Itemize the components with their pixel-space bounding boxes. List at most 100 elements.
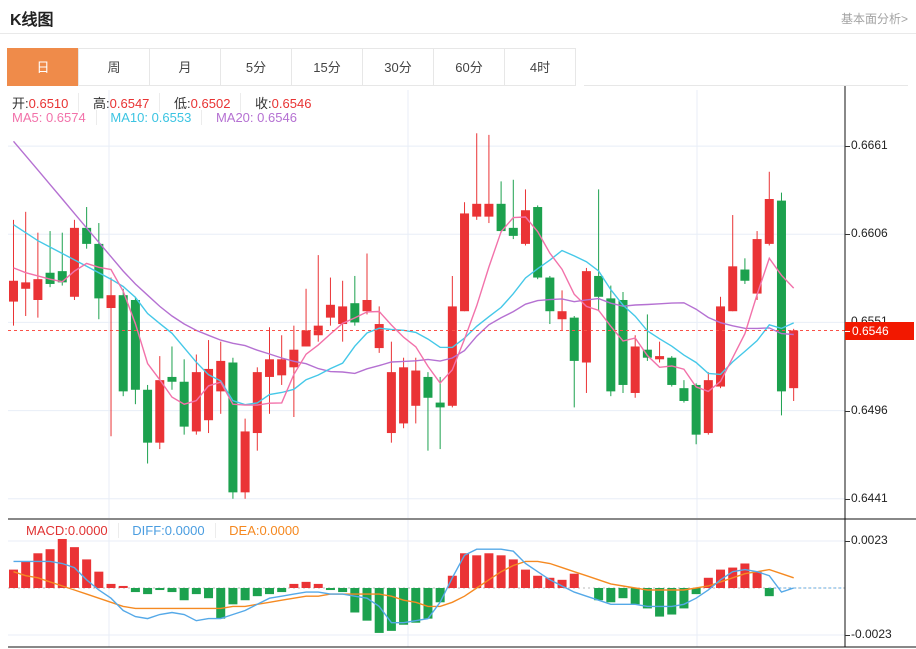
macd-histogram-bar: [33, 553, 43, 588]
macd-axis-label: -0.0023: [851, 626, 892, 641]
candle-body: [520, 210, 530, 244]
macd-histogram-bar: [155, 587, 165, 591]
candle-body: [362, 299, 372, 312]
candle-body: [118, 295, 128, 392]
candle-body: [9, 280, 18, 302]
macd-histogram-bar: [374, 587, 384, 633]
ma10-legend: MA10: 0.6553: [108, 110, 203, 125]
macd-histogram-bar: [204, 587, 214, 599]
macd-histogram-bar: [764, 587, 774, 597]
candle-body: [228, 362, 238, 493]
macd-histogram-bar: [240, 587, 250, 601]
fundamental-analysis-link[interactable]: 基本面分析>: [840, 12, 908, 26]
macd-axis-label: 0.0023: [851, 533, 888, 548]
macd-histogram-bar: [21, 561, 31, 588]
candle-body: [716, 306, 726, 387]
candle-body: [691, 384, 701, 435]
macd-histogram-bar: [691, 587, 701, 595]
ohlc-close: 收:0.6546: [255, 96, 312, 111]
ma5-line: [13, 216, 795, 406]
price-axis-label: 0.6606: [851, 226, 888, 241]
axis-tick-mark: [845, 410, 850, 412]
macd-histogram-bar: [411, 587, 421, 623]
macd-histogram-bar: [716, 569, 726, 588]
candle-body: [545, 277, 555, 312]
macd-histogram-bar: [191, 587, 201, 595]
candle-body: [313, 325, 323, 336]
ma10-line: [13, 224, 794, 406]
macd-histogram-bar: [362, 587, 372, 621]
ohlc-open: 开:0.6510: [10, 93, 80, 112]
tab-month[interactable]: 月: [149, 48, 221, 86]
macd-histogram-bar: [325, 587, 335, 591]
axis-tick-mark: [845, 234, 850, 236]
macd-histogram-bar: [130, 587, 140, 593]
candle-body: [630, 346, 640, 393]
header-divider: [0, 33, 916, 34]
candle-body: [143, 389, 153, 443]
price-axis-label: 0.6441: [851, 490, 888, 505]
ohlc-low: 低:0.6502: [172, 93, 242, 112]
candle-body: [447, 306, 457, 406]
macd-histogram-bar: [642, 587, 652, 609]
candle-body: [191, 372, 201, 432]
candle-body: [264, 359, 274, 377]
candle-body: [703, 380, 713, 434]
macd-histogram-bar: [630, 587, 640, 605]
candle-body: [301, 330, 311, 347]
tab-30min[interactable]: 30分: [362, 48, 434, 86]
page-title: K线图: [10, 12, 54, 29]
macd-histogram-bar: [520, 569, 530, 588]
macd-histogram-bar: [569, 573, 579, 588]
dea-line: [13, 560, 794, 610]
macd-histogram-bar: [447, 575, 457, 588]
tab-day[interactable]: 日: [7, 48, 79, 86]
candle-body: [496, 203, 506, 232]
candle-body: [533, 207, 543, 278]
macd-histogram-bar: [484, 553, 494, 588]
macd-histogram-bar: [94, 571, 104, 588]
macd-histogram-bar: [301, 581, 311, 588]
macd-histogram-bar: [399, 587, 409, 625]
current-price-badge: 0.6546: [845, 322, 914, 340]
tab-15min[interactable]: 15分: [291, 48, 363, 86]
macd-histogram-bar: [618, 587, 628, 599]
tab-week[interactable]: 周: [78, 48, 150, 86]
macd-histogram-bar: [167, 587, 177, 593]
candle-body: [69, 227, 79, 297]
tab-4hour[interactable]: 4时: [504, 48, 576, 86]
candle-body: [374, 324, 384, 349]
price-axis-label: 0.6661: [851, 138, 888, 153]
candle-body: [594, 275, 604, 297]
tab-60min[interactable]: 60分: [433, 48, 505, 86]
axis-tick-mark: [845, 541, 850, 543]
macd-histogram-bar: [752, 571, 762, 588]
diff-line: [13, 548, 794, 624]
candle-body: [350, 303, 360, 323]
macd-histogram-bar: [264, 587, 274, 595]
candle-body: [325, 304, 335, 318]
candle-body: [460, 213, 470, 312]
candle-body: [82, 227, 92, 244]
candle-body: [204, 368, 214, 421]
candle-body: [277, 359, 287, 376]
macd-histogram-bar: [703, 577, 713, 588]
ma5-legend: MA5: 0.6574: [10, 110, 97, 125]
candle-body: [618, 299, 628, 385]
macd-histogram-bar: [45, 549, 55, 588]
candle-body: [21, 282, 31, 289]
candle-body: [289, 349, 299, 368]
macd-legend: MACD:0.0000 DIFF:0.0000 DEA:0.0000: [24, 523, 317, 538]
candle-body: [557, 311, 567, 320]
macd-histogram-bar: [289, 583, 299, 588]
candle-body: [667, 357, 677, 385]
macd-histogram-bar: [557, 579, 567, 588]
axis-tick-mark: [845, 634, 850, 636]
candle-body: [216, 360, 226, 392]
macd-histogram-bar: [179, 587, 189, 601]
macd-histogram-bar: [143, 587, 153, 595]
candle-body: [240, 431, 250, 493]
diff-value-legend: DIFF:0.0000: [130, 523, 216, 538]
tab-5min[interactable]: 5分: [220, 48, 292, 86]
ma20-legend: MA20: 0.6546: [215, 110, 297, 125]
